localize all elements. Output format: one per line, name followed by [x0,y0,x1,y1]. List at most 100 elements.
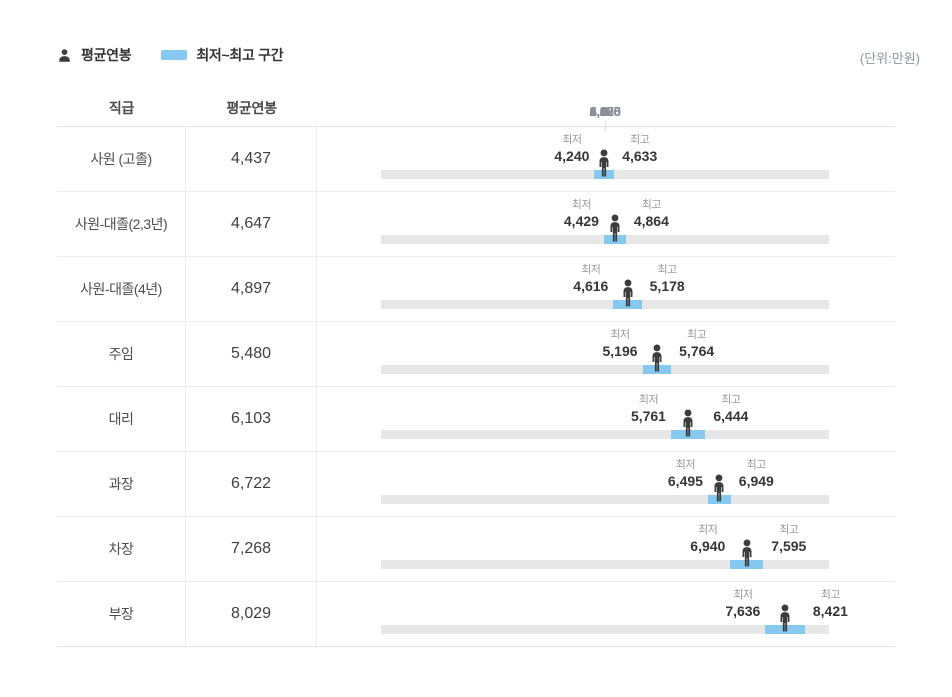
grade-cell: 차장 [57,517,186,581]
min-value: 4,429 [563,213,599,229]
min-caption: 최저 [733,589,753,601]
content: 평균연봉 최저~최고 구간 (단위:만원) 직급 평균연봉 0 2,225 4,45… [57,44,920,647]
table-row: 과장 6,722 최저 6,495 최고 6,949 [57,452,895,517]
grade-cell: 대리 [57,387,186,451]
table-row: 사원 (고졸) 4,437 최저 4,240 최고 4,633 [57,127,895,192]
header-grade: 직급 [108,100,135,116]
max-label: 최고 6,949 [739,459,774,490]
min-label: 최저 7,636 [725,589,760,620]
unit-note: (단위:만원) [859,51,920,66]
max-caption: 최고 [746,459,767,471]
chart-cell: 최저 5,196 최고 5,764 [317,322,895,386]
chart-cell: 최저 6,940 최고 7,595 [317,517,895,581]
min-caption: 최저 [571,199,592,211]
min-caption: 최저 [638,394,659,406]
row-plot: 최저 4,240 최고 4,633 [381,127,829,191]
person-icon [623,279,632,307]
max-value: 6,949 [738,473,774,489]
min-value: 4,240 [554,148,590,164]
min-label: 최저 4,429 [564,199,599,230]
table-row: 사원-대졸(2,3년) 4,647 최저 4,429 최고 4,864 [57,192,895,257]
max-caption: 최고 [630,134,650,146]
chart-cell: 최저 6,495 최고 6,949 [317,452,895,516]
min-caption: 최저 [562,134,582,146]
person-icon [714,474,724,502]
axis-tick-label: 8,900 [589,104,621,119]
min-value: 5,196 [602,343,638,359]
max-value: 4,633 [622,148,658,164]
chart-cell: 최저 4,429 최고 4,864 [317,192,895,256]
min-caption: 최저 [581,264,601,276]
row-plot: 최저 4,429 최고 4,864 [381,192,829,256]
legend-average-label: 평균연봉 [81,47,132,63]
row-plot: 최저 6,495 최고 6,949 [381,452,829,516]
salary-track-bar [381,625,829,634]
axis-tick-label: 4,450 [589,104,621,119]
min-label: 최저 5,761 [631,394,666,425]
salary-range-bar [594,170,615,179]
min-label: 최저 4,240 [554,134,589,165]
max-caption: 최고 [641,199,662,211]
header-average-salary: 평균연봉 [226,100,277,116]
grade-cell: 사원 (고졸) [57,127,186,191]
max-label: 최고 8,421 [813,589,848,620]
salary-range-bar [670,430,706,439]
min-value: 4,616 [573,278,609,294]
max-label: 최고 5,764 [679,329,714,360]
max-label: 최고 4,633 [622,134,657,165]
max-value: 5,764 [679,343,715,359]
chart-cell: 최저 5,761 최고 6,444 [317,387,895,451]
salary-track-bar [381,560,829,569]
axis-tick-label: 6,675 [589,104,621,119]
row-plot: 최저 6,940 최고 7,595 [381,517,829,581]
max-label: 최고 7,595 [771,524,806,555]
legend-item-average: 평균연봉 [57,45,132,65]
table-row: 사원-대졸(4년) 4,897 최저 4,616 최고 5,178 [57,257,895,322]
min-caption: 최저 [675,459,696,471]
salary-range-bar [603,235,626,244]
header-axis: 0 2,225 4,450 6,675 8,900 [317,90,895,131]
person-icon [59,48,70,62]
average-salary-cell: 4,647 [186,192,317,256]
axis-tick-label: 0 [601,104,609,119]
max-caption: 최고 [657,264,678,276]
table-row: 차장 7,268 최저 6,940 최고 7,595 [57,517,895,582]
row-plot: 최저 4,616 최고 5,178 [381,257,829,321]
max-caption: 최고 [820,589,841,601]
row-plot: 최저 5,761 최고 6,444 [381,387,829,451]
max-value: 5,178 [649,278,685,294]
chart-cell: 최저 4,240 최고 4,633 [317,127,895,191]
salary-range-bar [730,560,764,569]
average-salary-cell: 6,722 [186,452,317,516]
person-icon [780,604,790,632]
person-icon [652,344,662,372]
axis-tick-mark [605,122,606,131]
max-label: 최고 6,444 [713,394,748,425]
row-plot: 최저 7,636 최고 8,421 [381,582,848,646]
min-value: 5,761 [630,408,666,424]
min-label: 최저 5,196 [603,329,638,360]
min-caption: 최저 [698,524,718,536]
min-label: 최저 6,940 [690,524,725,555]
salary-track-bar [381,495,829,504]
legend-item-range: 최저~최고 구간 [161,45,284,65]
average-salary-cell: 8,029 [186,582,317,646]
max-label: 최고 4,864 [634,199,669,230]
max-value: 4,864 [633,213,669,229]
grade-cell: 사원-대졸(2,3년) [57,192,186,256]
max-caption: 최고 [687,329,707,341]
average-salary-cell: 4,897 [186,257,317,321]
legend: 평균연봉 최저~최고 구간 (단위:만원) [57,44,920,66]
grade-cell: 부장 [57,582,186,646]
person-icon [610,214,620,242]
max-value: 8,421 [812,603,848,619]
min-label: 최저 4,616 [573,264,608,295]
grade-cell: 사원-대졸(4년) [57,257,186,321]
max-value: 6,444 [713,408,749,424]
person-icon [742,539,752,567]
min-value: 6,495 [667,473,703,489]
chart-cell: 최저 4,616 최고 5,178 [317,257,895,321]
salary-track-bar [381,300,829,309]
min-value: 6,940 [690,538,726,554]
